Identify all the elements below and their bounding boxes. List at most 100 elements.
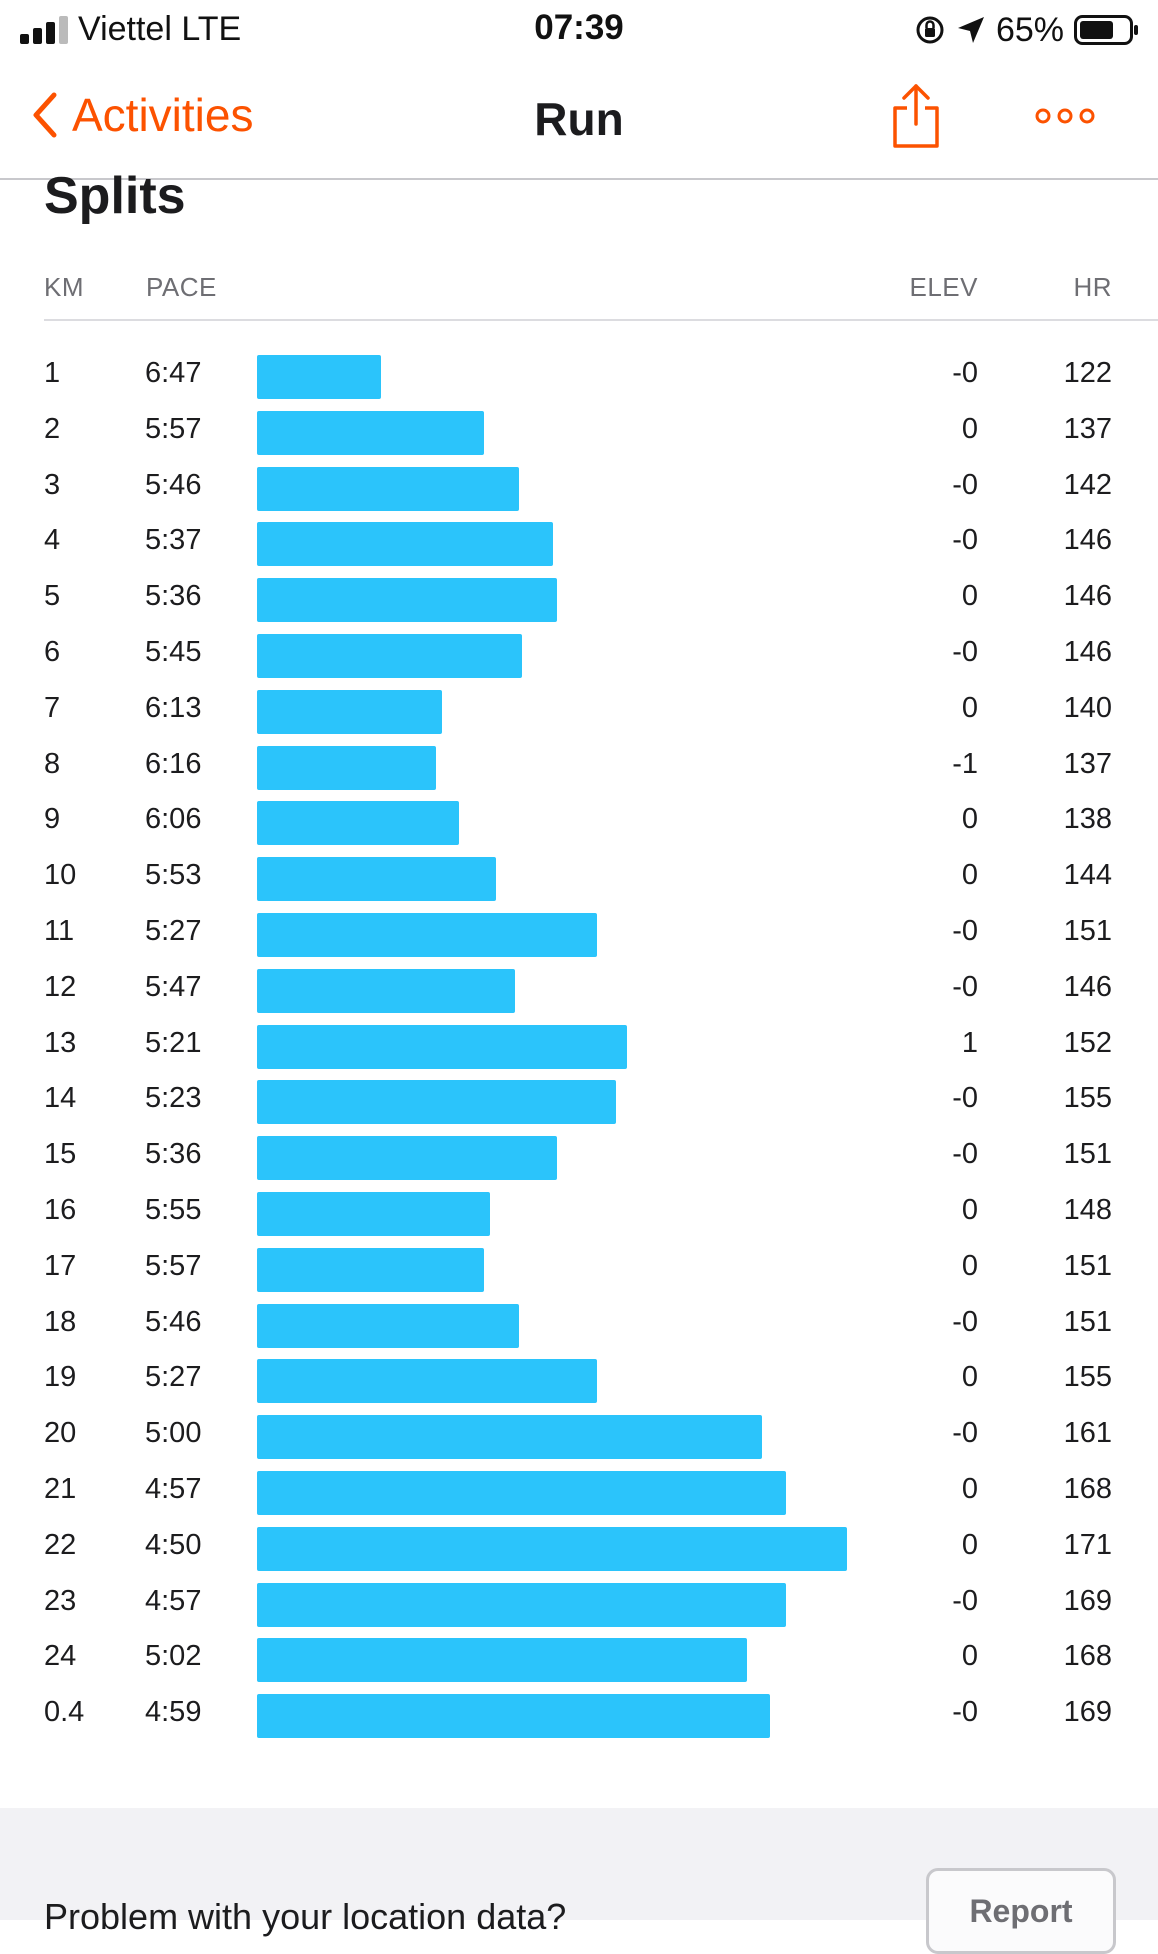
split-elevation: 0 [961, 580, 978, 613]
split-row: 22 4:50 0 171 [0, 1517, 1158, 1573]
split-heart-rate: 146 [1063, 970, 1112, 1003]
split-pace: 5:27 [145, 1361, 202, 1394]
split-row: 21 4:57 0 168 [0, 1461, 1158, 1517]
split-pace-bar [257, 1694, 770, 1739]
split-row: 11 5:27 -0 151 [0, 903, 1158, 959]
split-km: 22 [44, 1528, 77, 1561]
location-feedback-section: Problem with your location data? Report [0, 1808, 1158, 1954]
split-pace: 5:57 [145, 412, 202, 445]
split-heart-rate: 140 [1063, 691, 1112, 724]
split-heart-rate: 151 [1063, 1305, 1112, 1338]
split-pace: 5:46 [145, 468, 202, 501]
split-pace: 5:36 [145, 580, 202, 613]
split-km: 11 [44, 915, 75, 947]
split-km: 6 [44, 636, 61, 668]
split-heart-rate: 155 [1063, 1082, 1112, 1115]
split-heart-rate: 122 [1063, 357, 1112, 389]
split-elevation: -0 [952, 1584, 978, 1617]
split-heart-rate: 168 [1063, 1473, 1112, 1505]
split-row: 23 4:57 -0 169 [0, 1573, 1158, 1629]
split-pace-bar [257, 801, 459, 846]
column-header-pace: PACE [146, 272, 217, 302]
back-label: Activities [72, 89, 254, 141]
split-km: 1 [44, 357, 61, 389]
split-pace: 6:06 [145, 803, 202, 836]
status-bar: Viettel LTE 07:39 65% [0, 0, 1158, 58]
split-pace-bar [257, 410, 484, 455]
split-km: 7 [44, 691, 61, 724]
split-pace-bar [257, 1582, 786, 1627]
split-pace-bar [257, 1024, 627, 1069]
split-elevation: 0 [961, 1528, 978, 1561]
column-header-km: KM [44, 272, 84, 302]
split-pace-bar [257, 968, 515, 1013]
split-elevation: -0 [952, 524, 978, 557]
split-km: 24 [44, 1640, 77, 1673]
page-title: Run [534, 93, 624, 145]
split-row: 15 5:36 -0 151 [0, 1126, 1158, 1182]
split-row: 13 5:21 1 152 [0, 1015, 1158, 1071]
split-row: 12 5:47 -0 146 [0, 959, 1158, 1015]
split-pace-bar [257, 1526, 847, 1571]
battery-icon [1074, 15, 1138, 45]
split-elevation: 0 [961, 859, 978, 892]
report-button[interactable]: Report [926, 1868, 1116, 1954]
signal-strength-icon [20, 16, 68, 44]
split-pace: 5:53 [145, 859, 202, 892]
split-row: 17 5:57 0 151 [0, 1238, 1158, 1294]
more-options-icon[interactable] [1035, 104, 1095, 128]
split-elevation: -0 [952, 1305, 978, 1338]
split-row: 0.4 4:59 -0 169 [0, 1684, 1158, 1740]
header-divider [44, 319, 1158, 321]
back-button[interactable]: Activities [30, 88, 253, 142]
split-pace-bar [257, 466, 519, 511]
status-time: 07:39 [534, 8, 624, 47]
split-heart-rate: 144 [1063, 859, 1112, 892]
split-pace: 4:59 [145, 1696, 202, 1729]
split-pace-bar [257, 1080, 616, 1125]
split-heart-rate: 146 [1063, 636, 1112, 668]
split-heart-rate: 137 [1063, 747, 1112, 780]
split-pace-bar [257, 355, 381, 399]
split-elevation: 0 [961, 1473, 978, 1505]
split-elevation: -0 [952, 970, 978, 1003]
split-heart-rate: 148 [1063, 1194, 1112, 1226]
column-header-hr: HR [1073, 272, 1112, 302]
split-elevation: 0 [961, 1361, 978, 1394]
share-icon[interactable] [890, 82, 942, 150]
split-pace: 5:57 [145, 1249, 202, 1282]
split-heart-rate: 152 [1063, 1026, 1112, 1059]
chevron-left-icon [33, 92, 57, 138]
split-pace: 5:23 [145, 1082, 202, 1115]
split-pace: 5:02 [145, 1640, 202, 1673]
split-heart-rate: 169 [1063, 1584, 1112, 1617]
split-pace-bar [257, 1415, 762, 1460]
split-pace: 4:57 [145, 1584, 202, 1617]
split-km: 3 [44, 468, 61, 501]
split-heart-rate: 168 [1063, 1640, 1112, 1673]
split-km: 2 [44, 412, 61, 445]
column-header-elev: ELEV [909, 272, 978, 302]
status-right: 65% [914, 10, 1140, 50]
split-pace-bar [257, 857, 496, 902]
split-km: 14 [44, 1082, 77, 1115]
split-pace-bar [257, 522, 553, 567]
split-heart-rate: 142 [1063, 468, 1112, 501]
split-row: 3 5:46 -0 142 [0, 457, 1158, 513]
split-elevation: -0 [952, 357, 978, 389]
split-pace-bar [257, 1136, 557, 1181]
carrier-label: Viettel LTE [78, 10, 242, 48]
split-km: 23 [44, 1584, 77, 1617]
orientation-lock-icon [916, 16, 944, 44]
split-km: 17 [44, 1249, 77, 1282]
split-km: 21 [44, 1473, 77, 1505]
split-heart-rate: 151 [1063, 1249, 1112, 1282]
split-pace-bar [257, 913, 597, 957]
split-row: 20 5:00 -0 161 [0, 1405, 1158, 1461]
split-row: 10 5:53 0 144 [0, 847, 1158, 903]
split-row: 14 5:23 -0 155 [0, 1070, 1158, 1126]
battery-percent: 65% [995, 10, 1064, 49]
split-elevation: 0 [961, 1249, 978, 1282]
split-row: 2 5:57 0 137 [0, 401, 1158, 457]
split-pace-bar [257, 634, 522, 678]
